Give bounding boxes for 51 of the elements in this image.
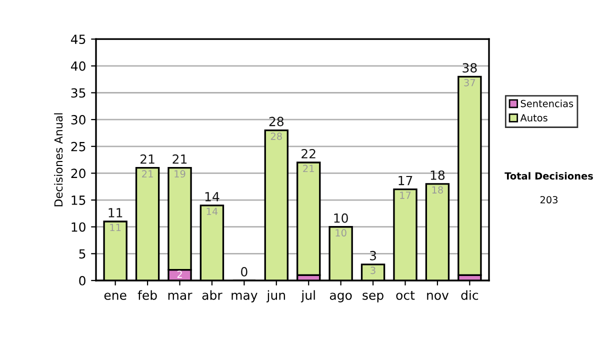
legend-label: Autos bbox=[520, 114, 548, 122]
x-tick-label: nov bbox=[427, 292, 449, 300]
y-tick-label: 25 bbox=[71, 142, 86, 152]
total-label: 0 bbox=[241, 267, 248, 276]
data-label: 2 bbox=[177, 270, 182, 278]
total-label: 10 bbox=[334, 213, 348, 223]
total-label: 14 bbox=[205, 192, 220, 202]
data-label: 11 bbox=[110, 224, 121, 232]
x-tick-label: feb bbox=[138, 290, 157, 300]
total-label: 28 bbox=[269, 116, 284, 126]
data-label: 21 bbox=[142, 170, 153, 178]
text: 203 bbox=[540, 196, 558, 204]
data-label: 14 bbox=[206, 208, 218, 215]
total-label: 21 bbox=[172, 154, 187, 164]
data-label: 19 bbox=[174, 170, 186, 178]
total-label: 3 bbox=[370, 250, 376, 260]
data-label: 21 bbox=[303, 164, 314, 172]
y-tick-label: 0 bbox=[79, 276, 86, 286]
y-tick-label: 15 bbox=[72, 196, 86, 205]
x-tick-label: sep bbox=[362, 292, 384, 302]
legend-label: Sentencias bbox=[520, 100, 574, 108]
x-tick-label: ene bbox=[104, 292, 126, 300]
x-tick-label: jul bbox=[300, 290, 315, 302]
total-label: 38 bbox=[462, 63, 477, 73]
y-tick-label: 35 bbox=[71, 88, 86, 98]
data-label: 10 bbox=[336, 229, 346, 237]
data-label: 3 bbox=[370, 266, 376, 274]
x-tick-label: oct bbox=[396, 290, 415, 300]
total-label: 17 bbox=[398, 176, 412, 186]
data-label: 17 bbox=[400, 192, 411, 199]
x-tick-label: jun bbox=[266, 290, 285, 302]
x-tick-label: dic bbox=[461, 290, 478, 300]
y-tick-label: 5 bbox=[79, 249, 86, 259]
y-tick-label: 40 bbox=[70, 61, 86, 71]
data-label: 18 bbox=[432, 186, 443, 194]
data-label: 37 bbox=[464, 78, 476, 86]
text: Total Decisiones bbox=[504, 172, 593, 180]
x-tick-label: ago bbox=[330, 292, 352, 302]
data-label: 28 bbox=[270, 132, 282, 140]
x-tick-label: may bbox=[232, 292, 258, 302]
y-tick-label: 30 bbox=[71, 115, 86, 124]
y-tick-label: 45 bbox=[70, 34, 86, 44]
y-axis-title: Decisiones Anual bbox=[54, 113, 63, 206]
y-tick-label: 20 bbox=[71, 168, 86, 178]
total-label: 18 bbox=[430, 170, 445, 180]
total-label: 11 bbox=[108, 208, 122, 218]
x-tick-label: abr bbox=[202, 290, 222, 300]
y-tick-label: 10 bbox=[72, 222, 86, 232]
total-label: 21 bbox=[140, 154, 154, 164]
x-tick-label: mar bbox=[168, 292, 192, 300]
total-label: 22 bbox=[302, 148, 316, 158]
